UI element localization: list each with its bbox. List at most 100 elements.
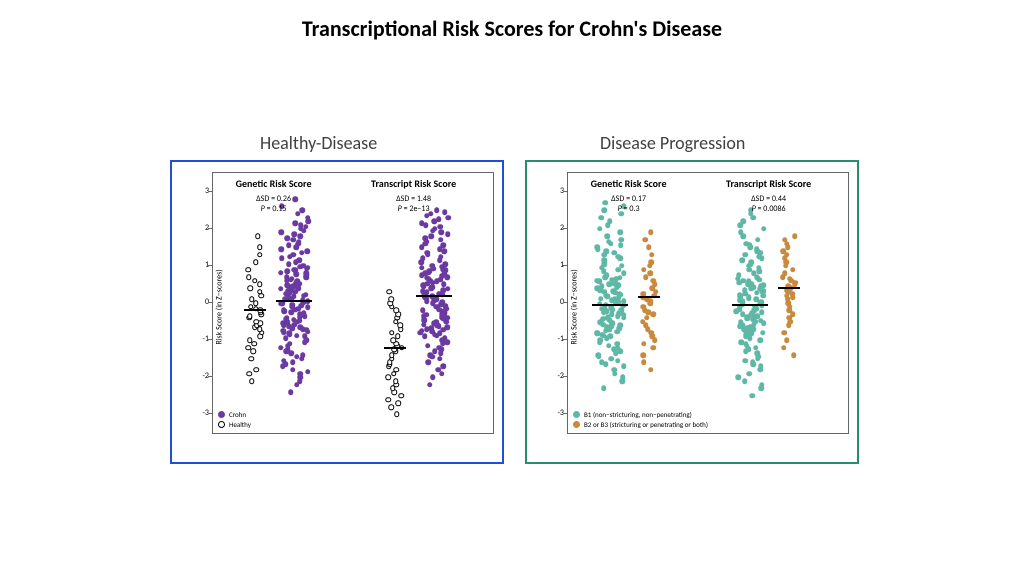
data-point xyxy=(792,233,798,239)
data-point xyxy=(396,401,402,407)
data-point xyxy=(641,267,647,273)
legend-marker-icon xyxy=(218,411,225,418)
data-point xyxy=(608,334,614,340)
data-point xyxy=(281,358,287,364)
main-title: Transcriptional Risk Scores for Crohn's … xyxy=(0,15,1024,42)
data-point xyxy=(755,237,761,243)
data-point xyxy=(791,352,797,358)
data-point xyxy=(760,282,766,288)
data-point xyxy=(427,382,433,388)
data-point xyxy=(445,215,451,221)
data-point xyxy=(300,352,306,358)
data-point xyxy=(741,219,747,225)
data-point xyxy=(439,300,445,306)
data-point xyxy=(253,367,259,373)
data-point xyxy=(599,215,605,221)
data-point xyxy=(254,319,260,325)
data-point xyxy=(438,254,444,260)
median-bar xyxy=(778,287,800,289)
data-point xyxy=(595,352,601,358)
subplot-stats: ΔSD = 0.17P = 0.3 xyxy=(569,194,689,215)
data-point xyxy=(278,230,284,236)
y-tick: -2 xyxy=(549,371,564,381)
data-point xyxy=(757,337,763,343)
y-tick-mark xyxy=(208,191,212,192)
data-point xyxy=(445,232,451,238)
data-point xyxy=(285,269,291,275)
panel-right: Risk Score (in Z−scores)-3-2-10123Geneti… xyxy=(525,160,859,464)
data-point xyxy=(257,282,263,288)
data-point xyxy=(386,397,392,403)
data-point xyxy=(303,292,309,298)
data-point xyxy=(597,226,603,232)
y-tick-mark xyxy=(563,302,567,303)
data-point xyxy=(305,215,311,221)
legend-item: B1 (non−stricturing, non−penetrating) xyxy=(573,410,708,419)
data-point xyxy=(389,404,395,410)
median-bar xyxy=(638,296,660,298)
legend-label: B1 (non−stricturing, non−penetrating) xyxy=(584,410,692,419)
data-point xyxy=(599,360,605,366)
data-point xyxy=(298,371,304,377)
legend: CrohnHealthy xyxy=(218,410,251,430)
data-point xyxy=(640,304,646,310)
data-point xyxy=(740,258,746,264)
data-point xyxy=(257,289,263,295)
y-tick-mark xyxy=(208,339,212,340)
data-point xyxy=(601,258,607,264)
data-point xyxy=(784,337,790,343)
legend-item: B2 or B3 (stricturing or penetrating or … xyxy=(573,420,708,429)
median-bar xyxy=(384,347,406,349)
y-tick-mark xyxy=(208,265,212,266)
data-point xyxy=(395,334,401,340)
data-point xyxy=(286,261,292,267)
data-point xyxy=(252,278,258,284)
data-point xyxy=(441,363,447,369)
data-point xyxy=(298,233,304,239)
data-point xyxy=(607,219,613,225)
data-point xyxy=(619,237,625,243)
data-point xyxy=(288,389,294,395)
data-point xyxy=(257,245,263,251)
data-point xyxy=(738,230,744,236)
data-point xyxy=(742,378,748,384)
data-point xyxy=(297,258,303,264)
y-tick: 0 xyxy=(549,297,564,307)
data-point xyxy=(759,310,765,316)
data-point xyxy=(428,326,434,332)
data-point xyxy=(284,315,290,321)
data-point xyxy=(294,354,300,360)
data-point xyxy=(646,245,652,251)
legend-marker-icon xyxy=(218,421,225,428)
data-point xyxy=(648,367,654,373)
y-tick-mark xyxy=(208,376,212,377)
y-tick: 1 xyxy=(549,260,564,270)
data-point xyxy=(647,271,653,277)
data-point xyxy=(787,276,793,282)
data-point xyxy=(640,352,646,358)
data-point xyxy=(292,220,298,226)
data-point xyxy=(393,378,399,384)
legend: B1 (non−stricturing, non−penetrating)B2 … xyxy=(573,410,708,430)
data-point xyxy=(257,252,263,258)
subplot-title: Transcript Risk Score xyxy=(344,177,484,190)
y-tick-mark xyxy=(208,228,212,229)
data-point xyxy=(298,222,304,228)
data-point xyxy=(642,237,648,243)
data-point xyxy=(644,315,650,321)
data-point xyxy=(737,292,743,298)
data-point xyxy=(294,279,300,285)
data-point xyxy=(285,235,291,241)
data-point xyxy=(422,235,428,241)
data-point xyxy=(756,265,762,271)
data-point xyxy=(615,358,621,364)
data-point xyxy=(437,356,443,362)
data-point xyxy=(621,363,627,369)
subplot-stats: ΔSD = 1.48P = 2e−13 xyxy=(354,194,474,215)
data-point xyxy=(754,350,760,356)
data-point xyxy=(738,320,744,326)
data-point xyxy=(281,308,287,314)
y-tick: 1 xyxy=(194,260,209,270)
data-point xyxy=(284,274,290,280)
data-point xyxy=(740,278,746,284)
